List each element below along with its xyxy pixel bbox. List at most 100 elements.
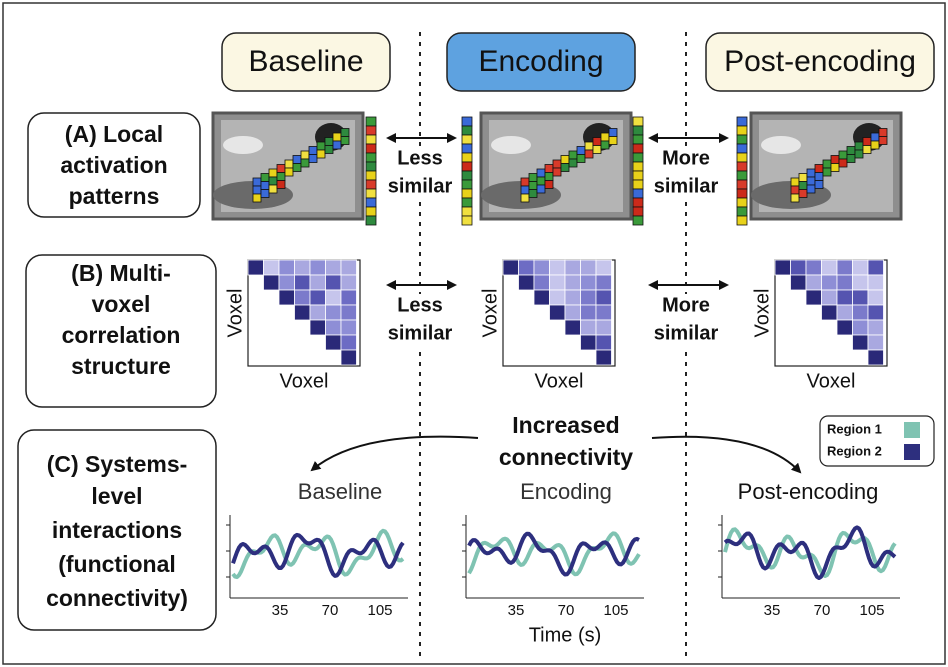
voxel-strip-cell bbox=[366, 153, 376, 162]
matrix-cell bbox=[868, 260, 884, 275]
tick-label: 70 bbox=[558, 602, 575, 619]
voxel-strip-cell bbox=[737, 180, 747, 189]
figure: BaselineEncodingPost-encoding(A) Localac… bbox=[0, 0, 948, 667]
matrix-cell bbox=[868, 305, 884, 320]
matrix-cell bbox=[295, 305, 311, 320]
matrix-cell bbox=[310, 275, 326, 290]
matrix-cell bbox=[853, 320, 869, 335]
voxel bbox=[791, 194, 799, 202]
voxel bbox=[253, 186, 261, 194]
matrix-cell bbox=[837, 320, 853, 335]
voxel bbox=[593, 138, 601, 146]
voxel-strip-cell bbox=[462, 162, 472, 171]
voxel bbox=[277, 173, 285, 181]
tick-label: 35 bbox=[764, 602, 781, 619]
matrix-cell bbox=[295, 275, 311, 290]
voxel bbox=[855, 142, 863, 150]
voxel bbox=[609, 137, 617, 145]
matrix-cell bbox=[837, 275, 853, 290]
matrix-cell bbox=[581, 290, 597, 305]
matrix-cell bbox=[822, 275, 838, 290]
voxel bbox=[847, 155, 855, 163]
matrix-cell bbox=[341, 350, 357, 365]
voxel-strip-cell bbox=[366, 135, 376, 144]
matrix-cell bbox=[853, 275, 869, 290]
voxel bbox=[333, 133, 341, 141]
voxel bbox=[879, 129, 887, 137]
matrix-cell bbox=[791, 260, 807, 275]
voxel-strip-cell bbox=[737, 216, 747, 225]
tick-label: 35 bbox=[508, 602, 525, 619]
voxel bbox=[521, 194, 529, 202]
row-label: level bbox=[91, 483, 142, 509]
timeseries-title: Post-encoding bbox=[738, 479, 879, 504]
timeseries-title: Baseline bbox=[298, 479, 382, 504]
matrix-cell bbox=[534, 260, 550, 275]
voxel bbox=[569, 151, 577, 159]
voxel bbox=[585, 150, 593, 158]
tick-label: 70 bbox=[814, 602, 831, 619]
voxel bbox=[341, 137, 349, 145]
legend-label: Region 1 bbox=[827, 421, 882, 436]
matrix-cell bbox=[775, 260, 791, 275]
voxel bbox=[839, 151, 847, 159]
row-label: interactions bbox=[52, 517, 182, 543]
matrix-cell bbox=[310, 290, 326, 305]
row-label: (B) Multi- bbox=[71, 260, 171, 286]
matrix-cell bbox=[581, 305, 597, 320]
voxel-strip-cell bbox=[366, 117, 376, 126]
voxel bbox=[293, 156, 301, 164]
voxel-strip-cell bbox=[462, 144, 472, 153]
matrix-cell bbox=[837, 260, 853, 275]
voxel bbox=[863, 138, 871, 146]
row-label: structure bbox=[71, 353, 171, 379]
voxel bbox=[601, 141, 609, 149]
comparison-label: More bbox=[662, 147, 710, 169]
voxel bbox=[807, 177, 815, 185]
voxel bbox=[871, 133, 879, 141]
matrix-cell bbox=[853, 335, 869, 350]
matrix-cell bbox=[565, 320, 581, 335]
comparison-label: More bbox=[662, 294, 710, 316]
voxel bbox=[301, 151, 309, 159]
matrix-cell bbox=[326, 260, 342, 275]
voxel bbox=[815, 173, 823, 181]
voxel-strip-cell bbox=[633, 180, 643, 189]
voxel bbox=[815, 165, 823, 173]
timeseries-title: Encoding bbox=[520, 479, 612, 504]
voxel-strip-cell bbox=[737, 207, 747, 216]
matrix-cell bbox=[596, 320, 612, 335]
matrix-cell bbox=[581, 275, 597, 290]
matrix-cell bbox=[310, 320, 326, 335]
voxel bbox=[545, 181, 553, 189]
matrix-cell bbox=[519, 260, 535, 275]
voxel-strip-cell bbox=[462, 216, 472, 225]
matrix-cell bbox=[596, 305, 612, 320]
matrix-axis-label: Voxel bbox=[751, 289, 773, 338]
matrix-cell bbox=[565, 275, 581, 290]
voxel bbox=[529, 174, 537, 182]
matrix-cell bbox=[596, 290, 612, 305]
voxel bbox=[269, 185, 277, 193]
matrix-cell bbox=[853, 305, 869, 320]
voxel bbox=[537, 185, 545, 193]
voxel-strip-cell bbox=[462, 207, 472, 216]
voxel-strip-cell bbox=[462, 180, 472, 189]
voxel bbox=[341, 129, 349, 137]
voxel-strip-cell bbox=[462, 171, 472, 180]
voxel bbox=[277, 165, 285, 173]
matrix-cell bbox=[341, 335, 357, 350]
matrix-cell bbox=[503, 260, 519, 275]
voxel bbox=[309, 155, 317, 163]
voxel-strip-cell bbox=[737, 135, 747, 144]
matrix-cell bbox=[341, 275, 357, 290]
voxel-strip-cell bbox=[737, 153, 747, 162]
comparison-label: similar bbox=[388, 175, 453, 197]
matrix-cell bbox=[565, 290, 581, 305]
voxel-strip-cell bbox=[633, 207, 643, 216]
comparison-label: similar bbox=[654, 175, 719, 197]
matrix-cell bbox=[822, 260, 838, 275]
voxel bbox=[529, 190, 537, 198]
x-axis-label: Time (s) bbox=[529, 624, 602, 646]
brain-tissue bbox=[223, 136, 263, 154]
